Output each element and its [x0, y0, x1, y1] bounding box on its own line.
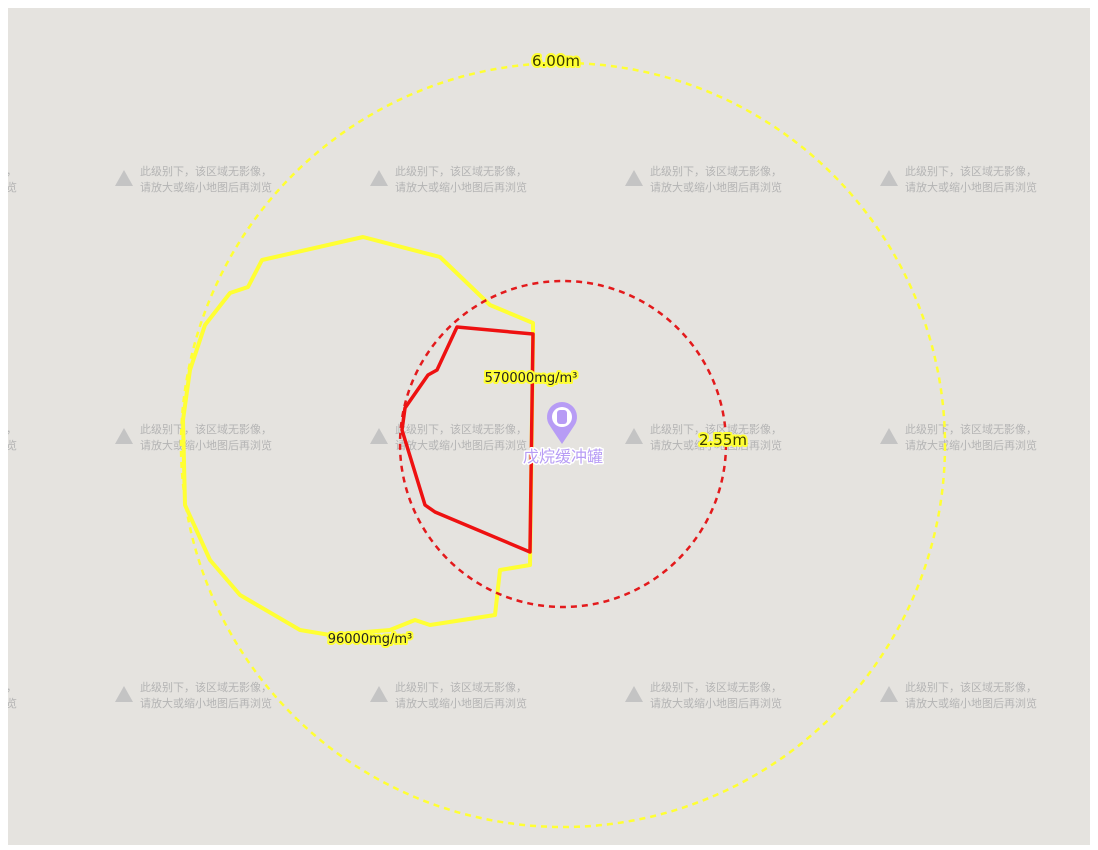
inner-zone-label: 570000mg/m³ [485, 371, 578, 386]
tile-warning-icon [115, 428, 133, 444]
tile-notice-line: 请放大或缩小地图后再浏览 [905, 180, 1037, 194]
tile-notice-line: 此级别下，该区域无影像， [140, 164, 272, 178]
tile-notice-line: 此级别下，该区域无影像， [650, 422, 782, 436]
tile-warning-icon [625, 686, 643, 702]
tile-notice-line: 此级别下，该区域无影像， [395, 680, 527, 694]
outer-radius-label: 6.00m [532, 52, 580, 70]
tile-notice-line: 此级别下，该区域无影像， [0, 164, 17, 178]
outer-zone-label: 96000mg/m³ [328, 632, 413, 647]
inner-zone-outline [400, 325, 535, 554]
tile-notice-line: 请放大或缩小地图后再浏览 [395, 180, 527, 194]
tile-notice-line: 请放大或缩小地图后再浏览 [650, 696, 782, 710]
tile-notice-line: 此级别下，该区域无影像， [650, 680, 782, 694]
tile-notice-line: 此级别下，该区域无影像， [0, 422, 17, 436]
tile-warning-icon [370, 170, 388, 186]
tile-warning-icon [370, 428, 388, 444]
tile-notice-line: 请放大或缩小地图后再浏览 [905, 696, 1037, 710]
tile-notice-line: 请放大或缩小地图后再浏览 [650, 180, 782, 194]
tile-notice-line: 请放大或缩小地图后再浏览 [0, 438, 17, 452]
tile-notice-line: 请放大或缩小地图后再浏览 [140, 180, 272, 194]
tile-notices: 此级别下，该区域无影像，请放大或缩小地图后再浏览此级别下，该区域无影像，请放大或… [0, 164, 1037, 710]
tile-warning-icon [625, 170, 643, 186]
tank-marker[interactable] [547, 402, 577, 444]
tile-notice-line: 请放大或缩小地图后再浏览 [905, 438, 1037, 452]
tile-warning-icon [880, 170, 898, 186]
tile-notice-line: 此级别下，该区域无影像， [905, 680, 1037, 694]
tile-notice-line: 请放大或缩小地图后再浏览 [0, 696, 17, 710]
tile-notice-line: 此级别下，该区域无影像， [395, 422, 527, 436]
tile-notice-line: 请放大或缩小地图后再浏览 [0, 180, 17, 194]
inner-radius-label: 2.55m [699, 431, 747, 449]
tile-notice-line: 此级别下，该区域无影像， [0, 680, 17, 694]
inner-radius-circle [398, 279, 728, 609]
tile-notice-line: 此级别下，该区域无影像， [905, 164, 1037, 178]
tile-warning-icon [880, 686, 898, 702]
tile-notice-line: 请放大或缩小地图后再浏览 [140, 438, 272, 452]
marker-label: 戊烷缓冲罐 [523, 447, 603, 466]
tile-warning-icon [115, 170, 133, 186]
tile-notice-line: 请放大或缩小地图后再浏览 [650, 438, 782, 452]
tile-notice-line: 请放大或缩小地图后再浏览 [395, 438, 527, 452]
marker-icon [557, 410, 567, 424]
tile-warning-icon [370, 686, 388, 702]
tile-notice-line: 此级别下，该区域无影像， [650, 164, 782, 178]
tile-notice-line: 此级别下，该区域无影像， [140, 680, 272, 694]
tile-notice-line: 此级别下，该区域无影像， [905, 422, 1037, 436]
outer-radius-circle [179, 61, 947, 829]
tile-notice-line: 此级别下，该区域无影像， [140, 422, 272, 436]
tile-warning-icon [115, 686, 133, 702]
tile-notice-line: 请放大或缩小地图后再浏览 [395, 696, 527, 710]
tile-notice-line: 请放大或缩小地图后再浏览 [140, 696, 272, 710]
tile-warning-icon [625, 428, 643, 444]
tile-warning-icon [880, 428, 898, 444]
tile-notice-line: 此级别下，该区域无影像， [395, 164, 527, 178]
map-background [8, 8, 1090, 845]
